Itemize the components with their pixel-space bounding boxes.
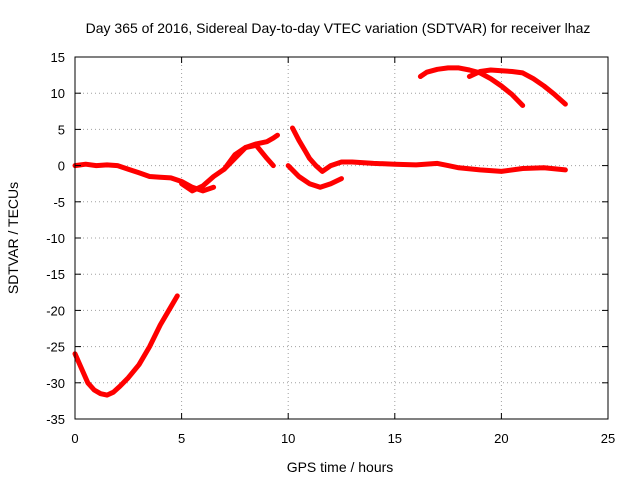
series-arc-2 — [72, 161, 217, 194]
series-arc-6 — [290, 125, 568, 174]
y-tick-label: -30 — [46, 376, 65, 391]
series-arc-7 — [417, 65, 526, 108]
y-tick-label: 10 — [51, 86, 65, 101]
y-tick-label: 15 — [51, 50, 65, 65]
y-tick-label: -15 — [46, 267, 65, 282]
series-arc-3 — [179, 132, 280, 194]
y-tick-label: -20 — [46, 303, 65, 318]
x-tick-label: 5 — [178, 431, 185, 446]
chart-title: Day 365 of 2016, Sidereal Day-to-day VTE… — [86, 20, 591, 36]
y-tick-label: -35 — [46, 412, 65, 427]
x-tick-label: 0 — [71, 431, 78, 446]
x-tick-label: 25 — [601, 431, 615, 446]
y-tick-label: -25 — [46, 340, 65, 355]
grid — [75, 57, 608, 419]
plot-frame — [74, 56, 609, 420]
x-tick-label: 15 — [388, 431, 402, 446]
x-tick-label: 10 — [281, 431, 295, 446]
series-group — [72, 65, 568, 398]
y-tick-label: -10 — [46, 231, 65, 246]
series-arc-8 — [466, 67, 568, 107]
y-tick-label: -5 — [53, 195, 65, 210]
series-arc-5 — [285, 163, 344, 190]
series-arc-4 — [221, 142, 276, 172]
x-tick-label: 20 — [494, 431, 508, 446]
series-arc-1 — [72, 293, 180, 398]
y-tick-label: 5 — [58, 122, 65, 137]
x-axis-label: GPS time / hours — [287, 459, 394, 475]
y-tick-label: 0 — [58, 159, 65, 174]
y-axis-label: SDTVAR / TECUs — [5, 182, 21, 294]
ticks: 0 5 10 15 20 25 15 10 5 0 -5 -10 -15 -20 -25 -30 -35 — [46, 50, 615, 446]
